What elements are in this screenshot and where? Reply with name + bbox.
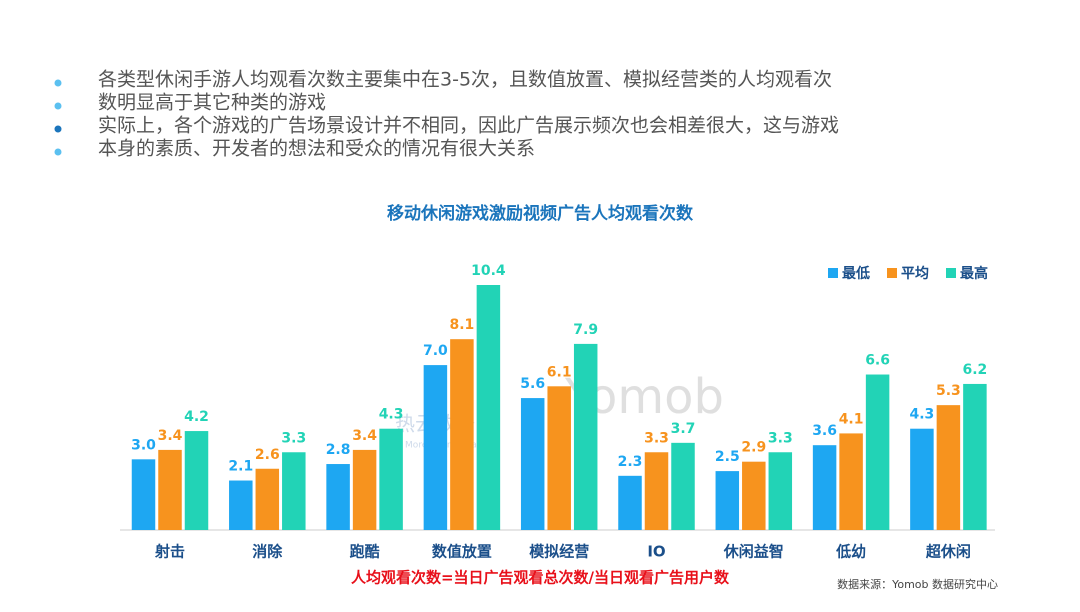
bullet-text: 各类型休闲手游人均观看次数主要集中在3-5次，且数值放置、模拟经营类的人均观看次 [98,69,832,91]
bar [450,339,474,530]
bar [379,428,403,530]
value-label: 3.6 [812,423,837,439]
value-label: 3.3 [281,430,306,446]
value-label: 5.6 [520,376,545,392]
value-label: 2.6 [255,447,280,463]
x-tick-label: IO [647,543,665,561]
bar [520,398,545,530]
value-label: 7.9 [573,322,598,338]
x-tick-label: 射击 [154,543,185,561]
bar [644,452,669,530]
bar [865,374,890,530]
legend-swatch [887,268,897,278]
value-label: 8.1 [449,317,474,333]
bar [255,468,280,530]
bullet-text: 实际上，各个游戏的广告场景设计并不相同，因此广告展示频次也会相差很大，这与游戏 [98,115,839,137]
legend-swatch [828,268,838,278]
bullet-dot [54,125,62,133]
value-label: 3.3 [768,430,793,446]
value-label: 10.4 [471,263,506,279]
bar [158,449,182,530]
bar [812,445,837,530]
value-label: 2.3 [618,454,643,470]
value-label: 5.3 [936,383,961,399]
bar [618,475,642,530]
value-label: 4.3 [379,407,404,423]
x-tick-label: 超休闲 [925,543,971,561]
bar [936,405,961,530]
bar [839,433,863,530]
value-label: 4.3 [909,407,934,423]
bar [229,480,253,530]
value-label: 2.8 [326,442,351,458]
bar [910,428,934,530]
value-label: 4.1 [839,411,864,427]
bar [715,471,740,530]
value-label: 3.7 [671,421,696,437]
legend-label: 最高 [960,265,988,282]
x-tick-label: 模拟经营 [529,543,589,561]
bar [282,452,306,530]
bar [423,365,448,530]
value-label: 6.6 [865,353,890,369]
value-label: 2.9 [741,440,766,456]
source: 数据来源：Yomob 数据研究中心 [837,577,998,591]
legend-swatch [946,268,956,278]
legend-label: 平均 [901,265,929,282]
value-label: 6.2 [962,362,987,378]
bullet-text: 本身的素质、开发者的想法和受众的情况有很大关系 [98,138,535,160]
value-label: 4.2 [184,409,209,425]
bar [742,461,766,530]
value-label: 3.4 [158,428,183,444]
value-label: 3.0 [131,437,156,453]
x-tick-label: 消除 [252,543,283,561]
bar [963,383,987,530]
bullet-text: 数明显高于其它种类的游戏 [98,92,326,114]
bar [573,343,598,530]
bullet-dot [54,102,62,110]
bar [184,431,209,530]
bar [768,452,793,530]
x-tick-label: 低幼 [835,543,866,561]
value-label: 2.1 [228,459,253,475]
bar [326,464,350,530]
bar [476,285,501,530]
bar [547,386,571,530]
formula: 人均观看次数=当日广告观看总次数/当日观看广告用户数 [351,569,730,587]
chart-title: 移动休闲游戏激励视频广告人均观看次数 [387,203,694,224]
value-label: 3.4 [352,428,377,444]
x-tick-label: 跑酷 [350,543,380,561]
value-label: 6.1 [547,364,572,380]
bar [131,459,156,530]
bullet-dot [54,148,62,156]
bar [671,442,695,530]
x-tick-label: 休闲益智 [723,543,784,561]
x-tick-label: 数值放置 [432,543,492,561]
value-label: 7.0 [423,343,448,359]
value-label: 2.5 [715,449,740,465]
value-label: 3.3 [644,430,669,446]
legend-label: 最低 [842,265,870,282]
bullet-dot [54,79,62,87]
bar [352,449,377,530]
